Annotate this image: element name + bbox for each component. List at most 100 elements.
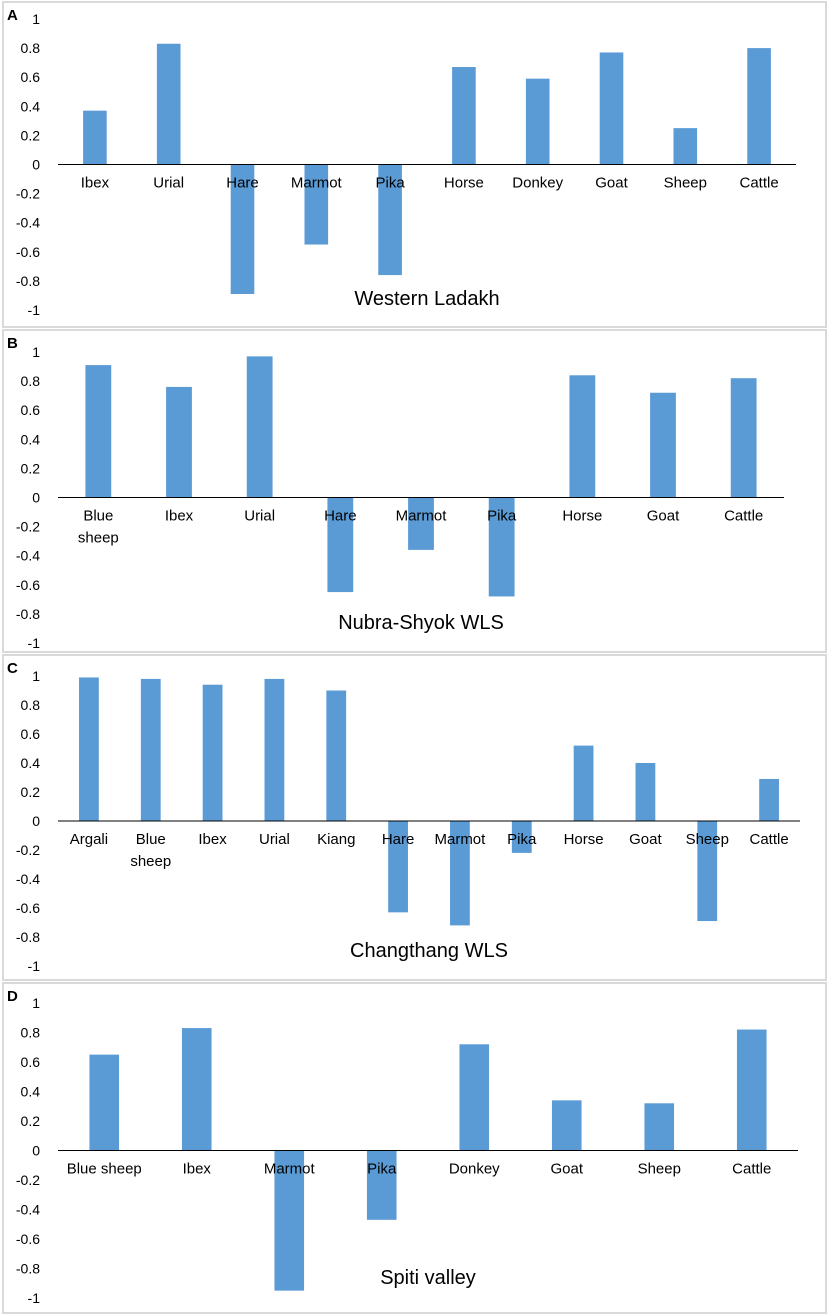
category-label: Marmot (264, 1161, 316, 1178)
y-tick-label: 0.2 (21, 127, 41, 143)
category-label: Goat (595, 175, 628, 192)
category-label: Argali (70, 831, 108, 848)
y-tick-label: 1 (32, 344, 40, 360)
category-label: Urial (259, 831, 290, 848)
category-label: Donkey (512, 175, 563, 192)
chart-title: Nubra-Shyok WLS (338, 612, 504, 634)
category-label: Horse (444, 175, 484, 192)
category-label: Horse (562, 508, 602, 525)
y-tick-label: 0.6 (21, 402, 41, 418)
category-label: Ibex (198, 831, 227, 848)
chart-panel-b: B 1 0.8 0.6 0.4 0.2 0 -0.2 -0.4 -0.6 -0.8 -1 Blue she… (2, 329, 827, 653)
bar-cattle (747, 48, 771, 165)
y-tick-label: 0.8 (21, 697, 41, 713)
category-label: Cattle (749, 831, 788, 848)
bar-sheep (644, 1103, 675, 1151)
category-label: Sheep (686, 831, 729, 848)
y-tick-label: 0.2 (21, 460, 41, 476)
bar-horse (452, 67, 476, 165)
chart-panel-a: A 1 0.8 0.6 0.4 0.2 0 -0.2 -0.4 -0.6 -0.8 -1 Ibex Uri… (2, 1, 827, 328)
category-label: Marmot (396, 508, 448, 525)
bar-marmot (274, 1150, 305, 1291)
y-tick-label: -0.4 (16, 215, 40, 231)
y-tick-label: -0.8 (16, 929, 40, 945)
category-label: Cattle (732, 1161, 771, 1178)
category-label: Ibex (165, 508, 194, 525)
category-label: Pika (487, 508, 517, 525)
category-label: Horse (564, 831, 604, 848)
y-tick-label: -1 (28, 1290, 41, 1306)
y-tick-label: -0.8 (16, 606, 40, 622)
y-tick-label: -0.4 (16, 871, 40, 887)
category-label: Goat (629, 831, 662, 848)
bar-marmot (304, 164, 329, 245)
bar-kiang (326, 690, 347, 821)
y-tick-label: -0.2 (16, 519, 40, 535)
y-tick-label: -0.4 (16, 548, 40, 564)
category-label: Blue sheep (78, 508, 119, 547)
y-tick-label: -1 (28, 635, 41, 651)
y-tick-label: 0.4 (21, 431, 41, 447)
bar-horse (569, 375, 596, 498)
y-tick-label: -0.8 (16, 273, 40, 289)
y-tick-label: 0.2 (21, 784, 41, 800)
y-tick-label: 0.8 (21, 1025, 41, 1041)
y-tick-label: 0 (32, 490, 40, 506)
category-label: Marmot (434, 831, 486, 848)
category-label: Blue sheep (67, 1161, 142, 1178)
y-tick-label: 0.2 (21, 1113, 41, 1129)
y-tick-label: 0.4 (21, 755, 41, 771)
panel-letter: A (7, 7, 18, 24)
category-label: Sheep (664, 175, 707, 192)
y-tick-label: -1 (28, 958, 41, 974)
bar-donkey (459, 1044, 490, 1151)
bar-sheep (697, 821, 718, 922)
y-tick-label: -0.2 (16, 1172, 40, 1188)
category-label: Pika (507, 831, 537, 848)
y-tick-label: 0.6 (21, 726, 41, 742)
y-tick-label: 1 (32, 668, 40, 684)
category-label: Ibex (81, 175, 110, 192)
bar-horse (573, 745, 594, 821)
panel-border (2, 1, 827, 328)
bar-urial (264, 678, 285, 821)
bar-ibex (83, 110, 107, 165)
category-label: Urial (153, 175, 184, 192)
bar-pika (488, 497, 515, 597)
y-tick-label: 0 (32, 1143, 40, 1159)
y-tick-label: -0.8 (16, 1261, 40, 1277)
bar-pika (511, 821, 532, 853)
y-tick-label: -0.4 (16, 1202, 40, 1218)
bar-hare (388, 821, 408, 913)
chart-panel-c: C 1 0.8 0.6 0.4 0.2 0 -0.2 -0.4 -0.6 -0.8 -1 Argali B… (2, 654, 827, 981)
y-tick-label: 0.4 (21, 1084, 41, 1100)
bar-ibex (202, 684, 223, 821)
bar-marmot (408, 497, 434, 550)
category-label: Sheep (638, 1161, 681, 1178)
category-label: Ibex (183, 1161, 212, 1178)
bar-goat (599, 52, 624, 165)
y-tick-label: 0.8 (21, 373, 41, 389)
bar-urial (156, 43, 181, 165)
bar-sheep (673, 128, 698, 165)
bar-blue-sheep (89, 1054, 120, 1151)
bar-ibex (181, 1028, 212, 1151)
y-tick-label: -1 (28, 302, 41, 318)
y-tick-label: -0.6 (16, 244, 40, 260)
bar-argali (79, 677, 99, 821)
y-tick-label: -0.2 (16, 186, 40, 202)
bar-blue-sheep (140, 678, 161, 821)
y-tick-label: 1 (32, 11, 40, 27)
chart-title: Western Ladakh (354, 288, 499, 310)
bar-hare (230, 164, 255, 294)
panel-border (2, 654, 827, 981)
category-label: Hare (226, 175, 259, 192)
bar-cattle (759, 778, 779, 821)
y-tick-label: 0 (32, 813, 40, 829)
bar-donkey (525, 78, 550, 165)
chart-panel-d: D 1 0.8 0.6 0.4 0.2 0 -0.2 -0.4 -0.6 -0.8 -1 Blue sh… (2, 982, 827, 1314)
category-label: Blue sheep (130, 831, 171, 870)
category-label: Urial (244, 508, 275, 525)
panel-letter: C (7, 660, 18, 677)
bar-hare (327, 497, 354, 593)
